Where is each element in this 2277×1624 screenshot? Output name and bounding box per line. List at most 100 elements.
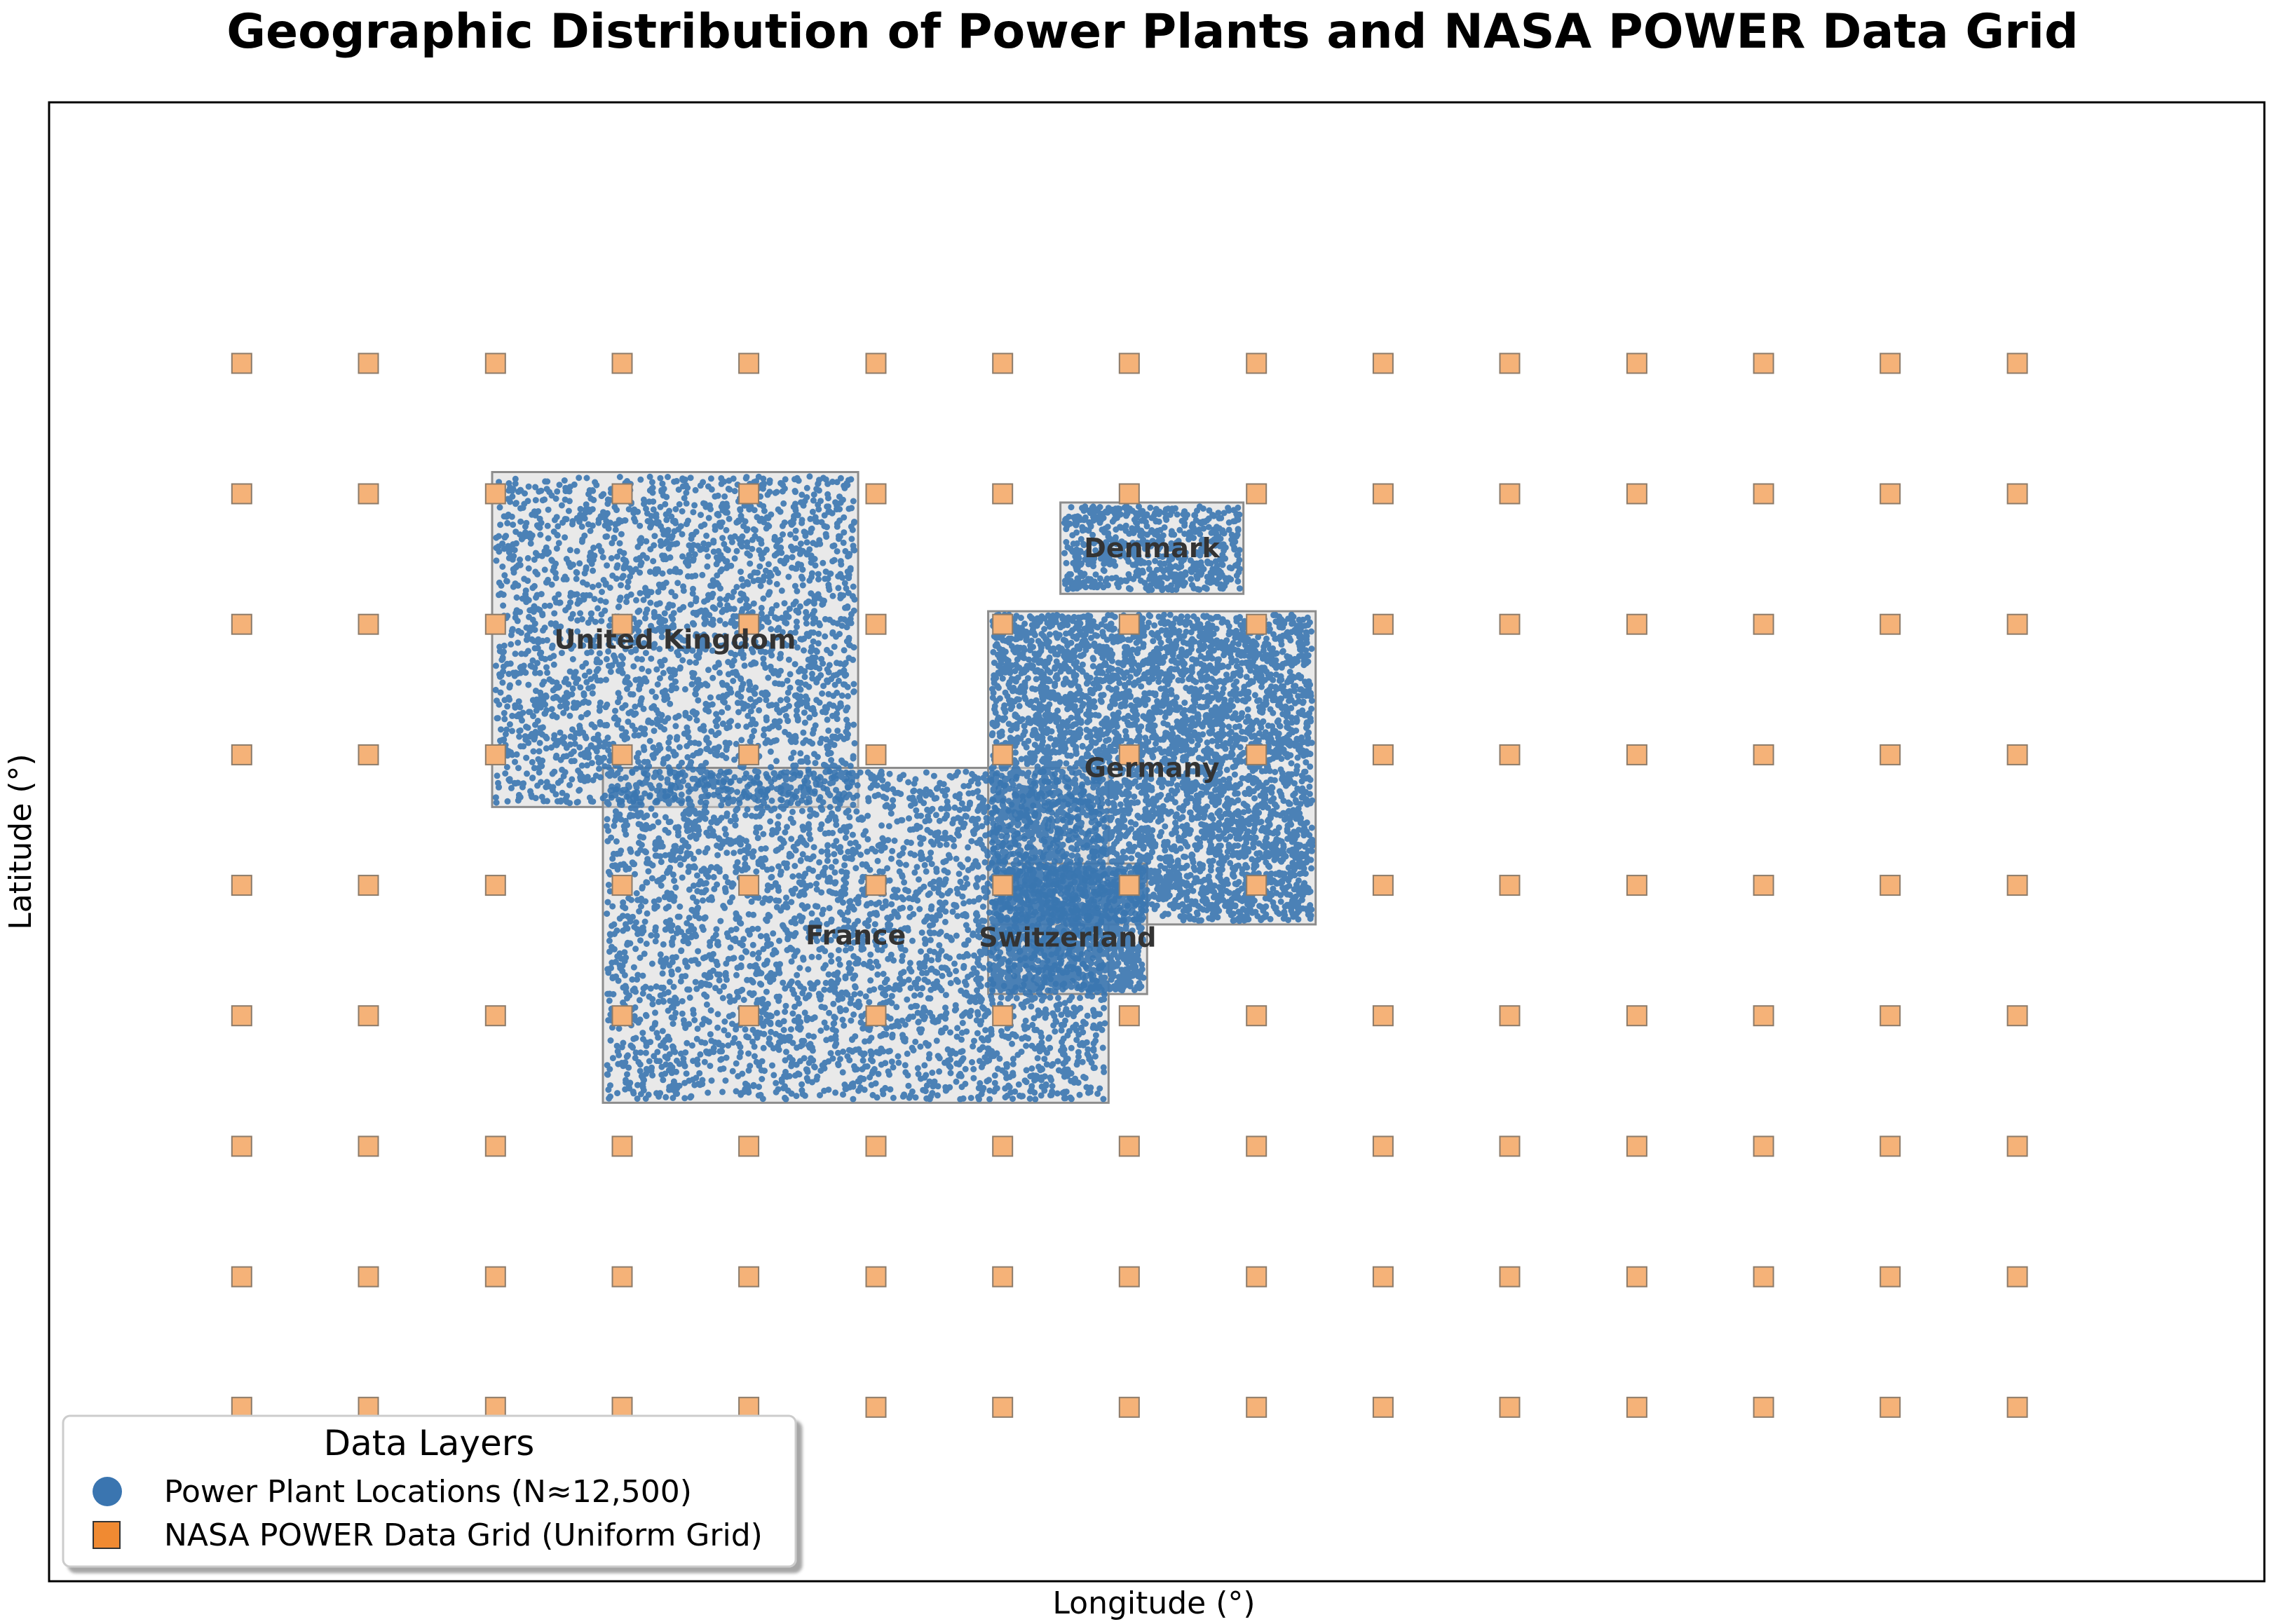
grid-point (2006, 744, 2028, 765)
region-label-denmark: Denmark (1084, 533, 1220, 564)
grid-point (611, 744, 633, 765)
plant-point-cloud-denmark (1061, 503, 1243, 594)
grid-point (1372, 1135, 1394, 1157)
grid-point (1880, 1266, 1901, 1288)
grid-point (1880, 744, 1901, 765)
grid-point (738, 744, 760, 765)
grid-point (1626, 483, 1647, 505)
grid-point (992, 1266, 1014, 1288)
grid-point (992, 613, 1014, 635)
grid-point (1880, 483, 1901, 505)
grid-point (1118, 1266, 1140, 1288)
legend: Data Layers Power Plant Locations (N≈12,… (62, 1414, 797, 1568)
grid-point (231, 1266, 252, 1288)
grid-point (1499, 353, 1521, 374)
grid-point (484, 353, 506, 374)
grid-point (1118, 483, 1140, 505)
grid-point (738, 1005, 760, 1027)
grid-point (1753, 613, 1774, 635)
grid-point (1753, 483, 1774, 505)
grid-point (484, 613, 506, 635)
grid-point (2006, 1266, 2028, 1288)
grid-point (231, 353, 252, 374)
grid-point (1499, 744, 1521, 765)
grid-point (992, 744, 1014, 765)
grid-point (1880, 353, 1901, 374)
grid-point (1246, 744, 1267, 765)
grid-point (992, 1005, 1014, 1027)
grid-point (1626, 1135, 1647, 1157)
grid-point (611, 613, 633, 635)
grid-point (738, 483, 760, 505)
grid-point (1246, 353, 1267, 374)
grid-point (358, 483, 379, 505)
grid-point (738, 613, 760, 635)
legend-box (62, 1414, 797, 1568)
grid-point (2006, 353, 2028, 374)
grid-point (1372, 483, 1394, 505)
grid-point (865, 1396, 887, 1418)
grid-point (865, 744, 887, 765)
grid-point (2006, 483, 2028, 505)
grid-point (1499, 1396, 1521, 1418)
grid-point (1118, 353, 1140, 374)
grid-point (865, 1135, 887, 1157)
grid-point (1246, 1005, 1267, 1027)
grid-point (611, 353, 633, 374)
nasa-grid-points (231, 353, 2028, 1418)
grid-point (1753, 744, 1774, 765)
plant-points-denmark (1061, 503, 1243, 594)
grid-point (1753, 1005, 1774, 1027)
grid-point (484, 744, 506, 765)
grid-point (992, 875, 1014, 896)
grid-point (1880, 613, 1901, 635)
grid-point (1118, 744, 1140, 765)
grid-point (865, 353, 887, 374)
grid-point (484, 1266, 506, 1288)
grid-point (2006, 1396, 2028, 1418)
grid-point (484, 483, 506, 505)
grid-point (231, 483, 252, 505)
grid-point (231, 1396, 252, 1418)
grid-point (738, 1135, 760, 1157)
grid-point (358, 613, 379, 635)
grid-point (1246, 875, 1267, 896)
region-labels: United Kingdom France Denmark Germany Switze… (555, 533, 1221, 953)
grid-point (865, 1005, 887, 1027)
grid-point (1499, 1005, 1521, 1027)
grid-point (358, 1005, 379, 1027)
grid-point (484, 1135, 506, 1157)
grid-point (611, 1266, 633, 1288)
grid-point (231, 1005, 252, 1027)
grid-point (358, 1396, 379, 1418)
grid-point (1626, 1396, 1647, 1418)
grid-point (1499, 1135, 1521, 1157)
grid-point (992, 353, 1014, 374)
grid-point (1499, 613, 1521, 635)
grid-point (1880, 1005, 1901, 1027)
grid-point (1499, 1266, 1521, 1288)
grid-point (992, 483, 1014, 505)
grid-point (231, 613, 252, 635)
chart-title: Geographic Distribution of Power Plants … (226, 4, 2079, 60)
grid-point (358, 1135, 379, 1157)
grid-point (738, 1266, 760, 1288)
grid-point (1246, 1396, 1267, 1418)
legend-label-nasa-grid: NASA POWER Data Grid (Uniform Grid) (164, 1517, 763, 1553)
grid-point (1753, 1396, 1774, 1418)
grid-point (865, 483, 887, 505)
x-axis-label: Longitude (°) (1052, 1585, 1255, 1621)
grid-point (2006, 613, 2028, 635)
grid-point (1372, 875, 1394, 896)
grid-point (1499, 483, 1521, 505)
legend-marker-power-plants (93, 1477, 122, 1506)
grid-point (1626, 353, 1647, 374)
grid-point (1626, 1005, 1647, 1027)
grid-point (1753, 1135, 1774, 1157)
grid-point (1246, 613, 1267, 635)
grid-point (1118, 1396, 1140, 1418)
grid-point (992, 1135, 1014, 1157)
grid-point (1372, 1005, 1394, 1027)
region-label-germany: Germany (1085, 753, 1220, 784)
grid-point (1626, 1266, 1647, 1288)
